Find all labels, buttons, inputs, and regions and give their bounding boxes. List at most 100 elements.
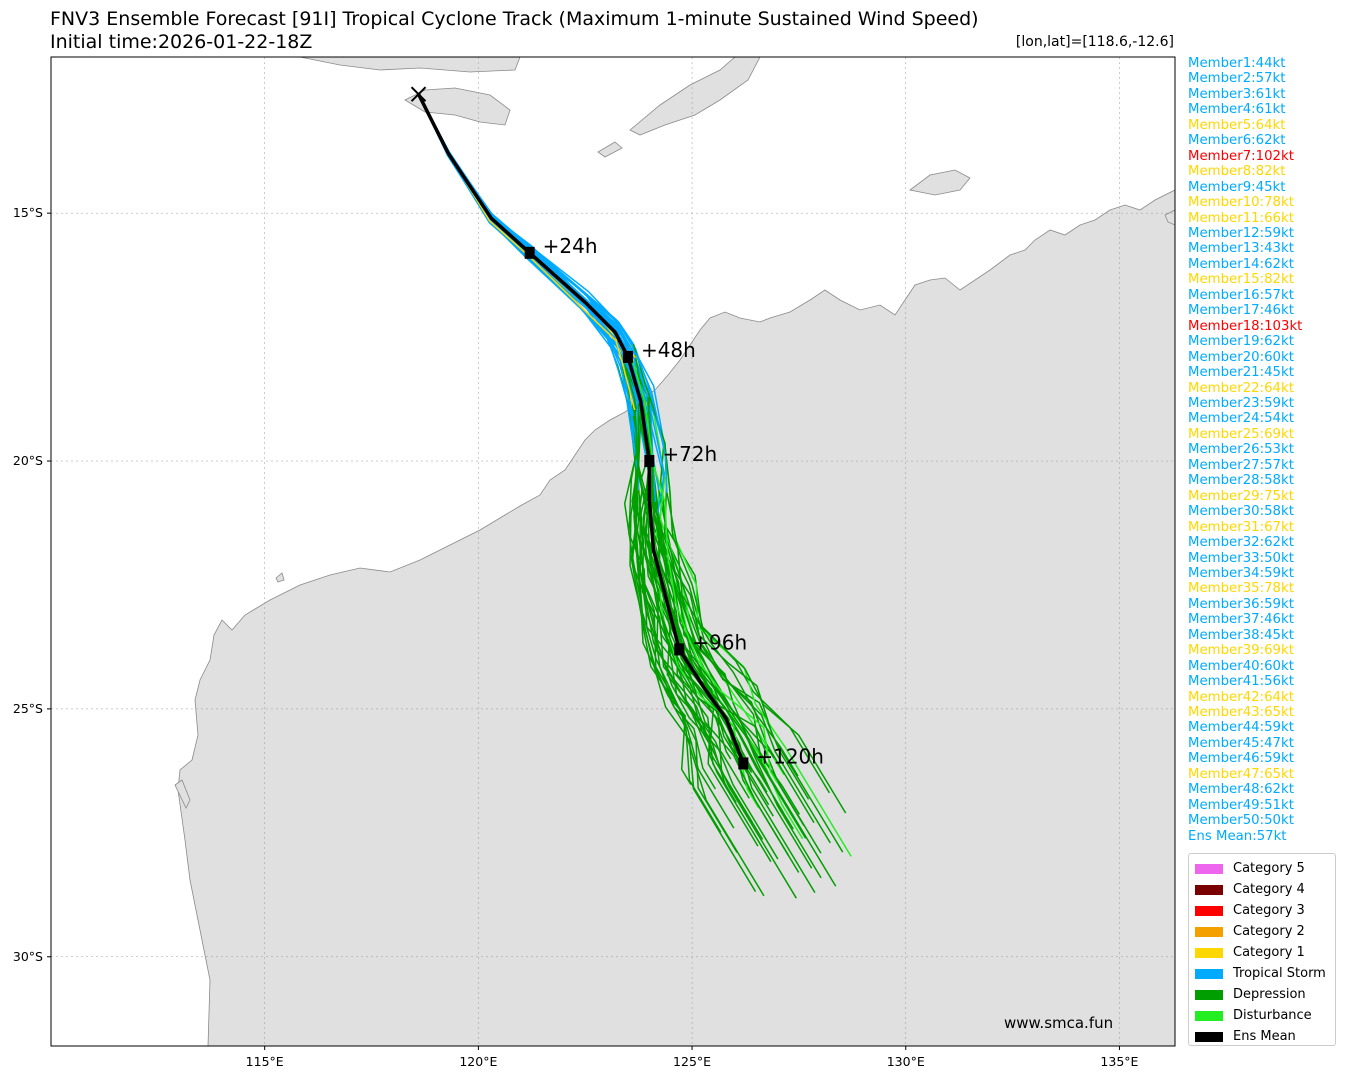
island-barrow	[275, 572, 285, 583]
forecast-marker	[524, 246, 535, 259]
member-track-late	[631, 359, 778, 783]
island-timor	[629, 57, 761, 136]
member-label: Member7:102kt	[1188, 148, 1294, 164]
category-legend: Category 5 Category 4 Category 3 Category 2…	[1188, 853, 1336, 1046]
legend-item: Category 4	[1195, 879, 1335, 900]
lon-tick-label: 120°E	[459, 1054, 497, 1069]
member-label: Member10:78kt	[1188, 195, 1294, 211]
lat-tick-label: 30°S	[13, 949, 43, 964]
graticule	[51, 57, 1175, 1046]
member-label: Member33:50kt	[1188, 550, 1294, 566]
legend-item: Category 3	[1195, 900, 1335, 921]
member-label: Member11:66kt	[1188, 210, 1294, 226]
legend-swatch	[1195, 884, 1223, 895]
member-label: Member9:45kt	[1188, 179, 1286, 195]
member-track-late	[645, 412, 784, 813]
coordinate-label: [lon,lat]=[118.6,-12.6]	[1015, 34, 1174, 50]
island-dirk-hartog	[174, 779, 191, 809]
island-sumba	[404, 87, 511, 126]
legend-item: Disturbance	[1195, 1005, 1335, 1026]
member-label: Member41:56kt	[1188, 674, 1294, 690]
lat-tick-label: 20°S	[13, 453, 43, 468]
member-label: Member26:53kt	[1188, 442, 1294, 458]
member-label: Member37:46kt	[1188, 612, 1294, 628]
forecast-hour-label: +48h	[641, 338, 696, 362]
legend-swatch	[1195, 905, 1223, 916]
ensemble-mean-track: +24h +48h +72h +96h +120h	[410, 86, 824, 770]
lat-tick-label: 15°S	[13, 205, 43, 220]
legend-item: Ens Mean	[1195, 1026, 1335, 1047]
member-label: Member8:82kt	[1188, 164, 1286, 180]
member-label: Member12:59kt	[1188, 225, 1294, 241]
member-track-late	[638, 494, 737, 803]
legend-label: Category 1	[1233, 945, 1305, 960]
lon-tick-label: 115°E	[246, 1054, 284, 1069]
forecast-hour-label: +24h	[543, 234, 598, 258]
member-label: Member29:75kt	[1188, 488, 1294, 504]
legend-swatch	[1195, 947, 1223, 958]
legend-label: Category 5	[1233, 861, 1305, 876]
lon-tick-label: 135°E	[1100, 1054, 1138, 1069]
island-rote	[597, 141, 623, 158]
forecast-marker	[622, 350, 633, 363]
forecast-hour-label: +120h	[756, 744, 824, 768]
credit-label: www.smca.fun	[1004, 1014, 1113, 1032]
forecast-marker	[738, 757, 749, 770]
member-label: Member1:44kt	[1188, 56, 1286, 71]
legend-item: Depression	[1195, 984, 1335, 1005]
initial-position-marker	[410, 86, 427, 102]
legend-item: Category 1	[1195, 942, 1335, 963]
legend-label: Category 3	[1233, 903, 1305, 918]
member-label: Member16:57kt	[1188, 287, 1294, 303]
member-label: Member45:47kt	[1188, 735, 1294, 751]
member-label: Member3:61kt	[1188, 86, 1286, 102]
lat-tick-label: 25°S	[13, 701, 43, 716]
member-track-late	[620, 355, 754, 823]
chart-title: FNV3 Ensemble Forecast [91I] Tropical Cy…	[50, 8, 979, 30]
member-label: Ens Mean:57kt	[1188, 828, 1287, 844]
member-label: Member40:60kt	[1188, 658, 1294, 674]
map-frame	[50, 56, 1176, 1047]
island-melville	[1164, 209, 1175, 226]
forecast-marker	[674, 643, 685, 656]
legend-swatch	[1195, 926, 1223, 937]
member-label: Member36:59kt	[1188, 596, 1294, 612]
member-label: Member42:64kt	[1188, 689, 1294, 705]
member-label: Member5:64kt	[1188, 117, 1286, 133]
member-track-late	[654, 502, 831, 844]
member-label: Member23:59kt	[1188, 395, 1294, 411]
axis-ticks: 10°S15°S20°S25°S30°S115°E120°E125°E130°E…	[13, 205, 1139, 1069]
legend-swatch	[1195, 1031, 1223, 1042]
initial-time: Initial time:2026-01-22-18Z	[50, 31, 313, 53]
island-tanimbar	[909, 169, 971, 196]
member-label: Member31:67kt	[1188, 519, 1294, 535]
member-label: Member30:58kt	[1188, 504, 1294, 520]
member-track-late	[645, 488, 769, 774]
lon-tick-label: 130°E	[887, 1054, 925, 1069]
legend-label: Depression	[1233, 987, 1306, 1002]
island-flores	[299, 57, 521, 73]
member-label: Member50:50kt	[1188, 813, 1294, 829]
member-label: Member32:62kt	[1188, 535, 1294, 551]
legend-item: Tropical Storm	[1195, 963, 1335, 984]
member-label: Member20:60kt	[1188, 349, 1294, 365]
member-intensity-list: Member1:44kt Member2:57kt Member3:61kt Memb…	[1188, 56, 1302, 844]
legend-swatch	[1195, 968, 1223, 979]
member-label: Member24:54kt	[1188, 411, 1294, 427]
member-label: Member48:62kt	[1188, 782, 1294, 798]
member-label: Member4:61kt	[1188, 102, 1286, 118]
member-label: Member21:45kt	[1188, 365, 1294, 381]
member-label: Member46:59kt	[1188, 751, 1294, 767]
member-label: Member6:62kt	[1188, 133, 1286, 149]
member-track-late	[629, 471, 757, 892]
legend-item: Category 2	[1195, 921, 1335, 942]
member-label: Member39:69kt	[1188, 643, 1294, 659]
member-track-late	[633, 409, 727, 787]
forecast-hour-label: +72h	[662, 442, 717, 466]
legend-swatch	[1195, 989, 1223, 1000]
legend-swatch	[1195, 1010, 1223, 1021]
member-label: Member17:46kt	[1188, 303, 1294, 319]
member-track-late	[664, 448, 847, 814]
member-label: Member34:59kt	[1188, 565, 1294, 581]
